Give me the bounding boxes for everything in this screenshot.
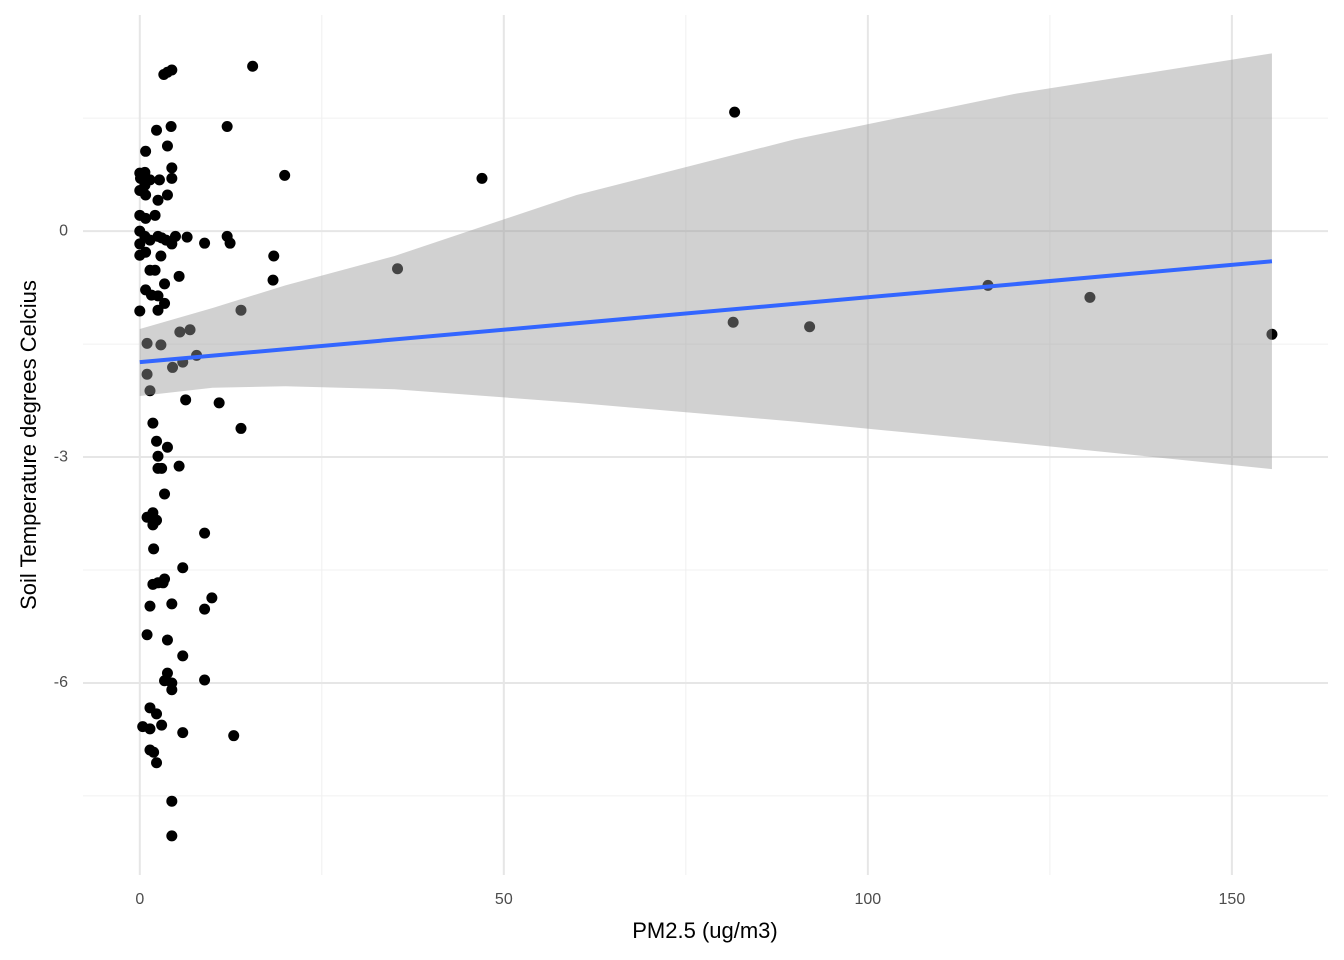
point xyxy=(152,304,164,316)
point xyxy=(235,304,247,316)
x-tick-label: 0 xyxy=(135,891,144,908)
point xyxy=(166,598,178,610)
point xyxy=(1084,291,1096,303)
y-tick-label: 0 xyxy=(59,222,68,239)
point xyxy=(228,730,240,742)
point xyxy=(159,297,171,309)
point xyxy=(166,830,178,842)
point xyxy=(140,145,152,157)
point xyxy=(166,795,178,807)
point xyxy=(181,231,193,243)
point xyxy=(151,435,163,447)
point xyxy=(148,746,160,758)
point xyxy=(174,326,186,338)
point xyxy=(161,441,173,453)
point xyxy=(144,385,156,397)
point xyxy=(177,562,189,574)
point xyxy=(177,650,189,662)
point xyxy=(247,60,259,72)
y-tick-label: -3 xyxy=(54,448,68,465)
point xyxy=(141,629,153,641)
point xyxy=(213,397,225,409)
point xyxy=(148,543,160,555)
x-tick-label: 50 xyxy=(495,891,513,908)
point xyxy=(151,757,163,769)
point xyxy=(199,603,211,615)
point xyxy=(184,324,196,336)
point xyxy=(199,674,211,686)
point xyxy=(156,719,168,731)
point xyxy=(166,684,178,696)
point xyxy=(161,634,173,646)
point xyxy=(476,172,488,184)
point xyxy=(141,337,153,349)
point xyxy=(804,321,816,333)
point xyxy=(155,250,167,262)
point xyxy=(729,106,741,118)
point xyxy=(161,189,173,201)
point xyxy=(144,723,156,735)
fit-line xyxy=(139,259,1273,365)
point xyxy=(152,450,164,462)
x-axis-title: PM2.5 (ug/m3) xyxy=(632,918,778,943)
point xyxy=(147,417,159,429)
point xyxy=(152,194,164,206)
point xyxy=(166,172,178,184)
point xyxy=(134,238,146,250)
point xyxy=(166,238,178,250)
point xyxy=(268,250,280,262)
point xyxy=(165,120,177,132)
point xyxy=(221,120,233,132)
point xyxy=(159,488,171,500)
point xyxy=(173,270,185,282)
point xyxy=(153,174,165,186)
point xyxy=(224,237,236,249)
point xyxy=(140,189,152,201)
point xyxy=(156,462,168,474)
point xyxy=(199,527,211,539)
point xyxy=(166,162,178,174)
point xyxy=(151,708,163,720)
point xyxy=(199,237,211,249)
point xyxy=(167,361,179,373)
point xyxy=(177,727,189,739)
point xyxy=(161,140,173,152)
point xyxy=(134,305,146,317)
point xyxy=(392,263,404,275)
point xyxy=(147,519,159,531)
y-axis-title: Soil Temperature degrees Celcius xyxy=(16,280,41,610)
point xyxy=(140,246,152,258)
point xyxy=(140,212,152,224)
point xyxy=(173,460,185,472)
point xyxy=(157,577,169,589)
point xyxy=(159,278,171,290)
y-tick-label: -6 xyxy=(54,674,68,691)
point xyxy=(149,209,161,221)
point xyxy=(151,124,163,136)
point xyxy=(144,600,156,612)
x-tick-label: 100 xyxy=(855,891,882,908)
point xyxy=(155,339,167,351)
point xyxy=(1266,328,1278,340)
confidence-band xyxy=(139,53,1272,470)
point xyxy=(235,422,247,434)
point xyxy=(135,172,147,184)
point xyxy=(279,169,291,181)
point xyxy=(141,368,153,380)
point xyxy=(149,264,161,276)
point xyxy=(206,592,218,604)
point xyxy=(727,316,739,328)
point xyxy=(152,290,164,302)
point xyxy=(158,68,170,80)
point xyxy=(267,274,279,286)
x-tick-label: 150 xyxy=(1219,891,1246,908)
point xyxy=(180,394,192,406)
